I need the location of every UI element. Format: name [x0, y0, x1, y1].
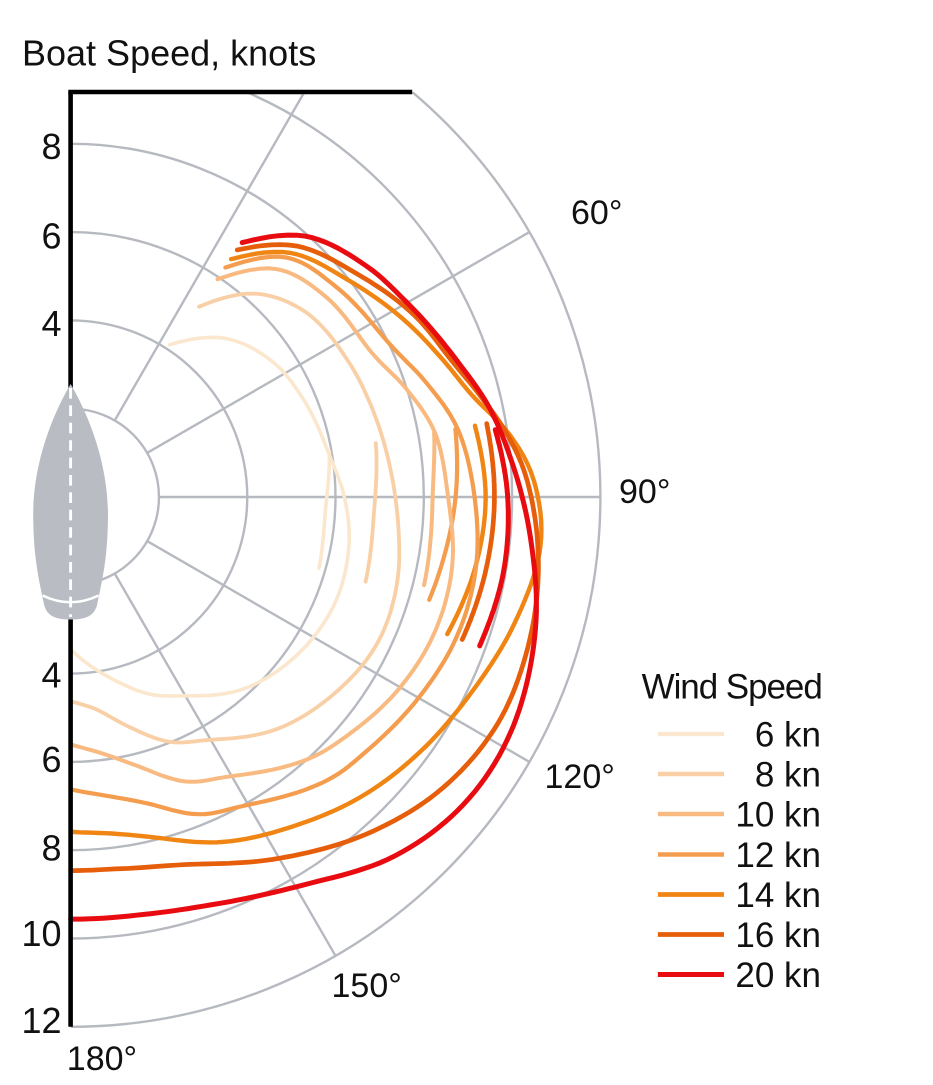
svg-text:4: 4 — [41, 654, 61, 695]
svg-text:10 kn: 10 kn — [735, 795, 821, 834]
svg-text:180°: 180° — [67, 1040, 137, 1078]
svg-text:8 kn: 8 kn — [755, 755, 821, 794]
svg-text:Boat Speed, knots: Boat Speed, knots — [22, 33, 316, 74]
svg-text:8: 8 — [41, 827, 61, 868]
svg-text:150°: 150° — [332, 967, 402, 1005]
svg-text:20 kn: 20 kn — [735, 956, 821, 995]
svg-text:6 kn: 6 kn — [755, 715, 821, 754]
svg-text:6: 6 — [41, 739, 61, 780]
svg-text:16 kn: 16 kn — [735, 916, 821, 955]
svg-text:60°: 60° — [571, 194, 622, 232]
svg-text:14 kn: 14 kn — [735, 876, 821, 915]
svg-text:90°: 90° — [619, 473, 670, 511]
svg-text:12 kn: 12 kn — [735, 836, 821, 875]
svg-text:Wind Speed: Wind Speed — [642, 667, 822, 706]
svg-text:12: 12 — [21, 1000, 61, 1041]
svg-text:10: 10 — [21, 913, 61, 954]
svg-text:6: 6 — [41, 216, 61, 257]
svg-text:8: 8 — [41, 126, 61, 167]
svg-text:120°: 120° — [545, 758, 615, 796]
svg-text:4: 4 — [41, 303, 61, 344]
